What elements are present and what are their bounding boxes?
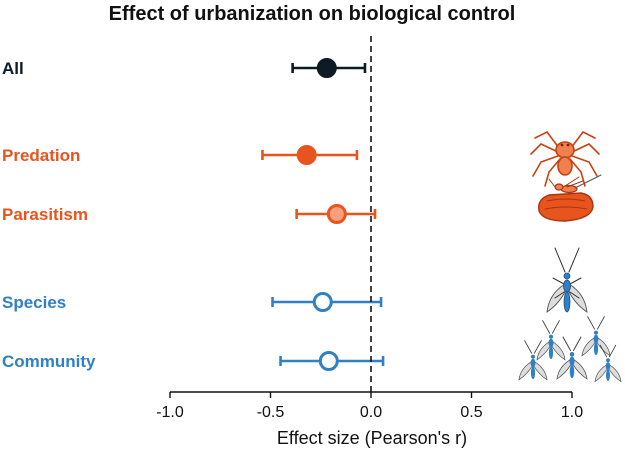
row-parasitism: Parasitism [2, 204, 377, 224]
x-tick-label-1: -0.5 [257, 404, 285, 421]
chart-title: Effect of urbanization on biological con… [109, 3, 516, 25]
row-label-predation: Predation [2, 146, 80, 165]
x-axis: -1.0 -0.5 0.0 0.5 1.0 [156, 391, 583, 421]
row-all: All [2, 58, 367, 78]
estimate-point-all [316, 58, 337, 78]
estimate-point-species [312, 292, 333, 312]
row-label-community: Community [2, 352, 96, 371]
plot-rows: All Predation Parasitism Species Community [2, 58, 385, 371]
wasp-community-icon [518, 316, 622, 383]
spider-icon [530, 130, 600, 187]
row-label-parasitism: Parasitism [2, 205, 88, 224]
estimate-point-predation [296, 145, 317, 165]
x-tick-label-4: 1.0 [561, 404, 583, 421]
x-tick-label-3: 0.5 [460, 404, 482, 421]
x-axis-label: Effect size (Pearson's r) [277, 428, 467, 448]
x-tick-label-0: -1.0 [156, 404, 184, 421]
row-predation: Predation [2, 145, 359, 165]
row-species: Species [2, 292, 383, 312]
row-community: Community [2, 351, 385, 371]
row-label-all: All [2, 59, 24, 78]
x-tick-label-2: 0.0 [360, 404, 382, 421]
estimate-point-parasitism [326, 204, 347, 224]
row-label-species: Species [2, 293, 66, 312]
single-wasp-icon [546, 247, 588, 313]
estimate-point-community [318, 351, 339, 371]
parasitoid-wasp-on-host-icon [538, 174, 602, 222]
